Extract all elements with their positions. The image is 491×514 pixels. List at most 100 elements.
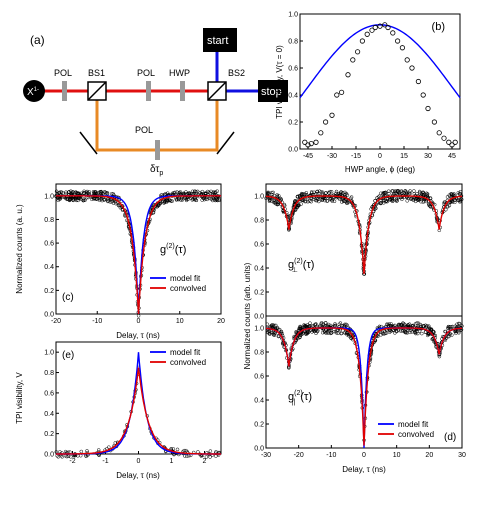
chart-d-bottom-point — [271, 331, 276, 335]
chart-d-top-conv-curve — [265, 195, 463, 275]
chart-e-point — [107, 445, 111, 449]
chart-c-point — [69, 191, 73, 196]
chart-d-top-point — [374, 206, 378, 211]
chart-d-bottom-point — [323, 329, 327, 333]
y-tick-label: 0.8 — [254, 218, 264, 225]
panel-b-label: (b) — [432, 21, 445, 33]
chart-d-bottom-point — [408, 328, 413, 333]
chart-d-bottom-point — [327, 328, 331, 333]
chart-d-bottom-point — [448, 331, 452, 336]
chart-d-bottom-point — [275, 326, 280, 330]
chart-d-bottom-point — [313, 322, 317, 327]
chart-d-bottom-conv-curve — [266, 327, 463, 446]
chart-d-bottom-point — [305, 323, 310, 327]
start-label: start — [207, 35, 228, 47]
legend-conv-label: convolved — [170, 358, 206, 367]
x-tick-label: 10 — [393, 452, 401, 459]
chart-d-top-point — [315, 192, 320, 196]
chart-d-top-point — [458, 191, 462, 196]
y-tick-label: 0.0 — [288, 147, 298, 154]
x-tick-label: 10 — [176, 318, 184, 325]
chart-d-bottom-point — [267, 331, 271, 336]
chart-c-point — [176, 197, 181, 201]
chart-b-point — [399, 45, 405, 51]
chart-e-point — [182, 448, 186, 453]
pol2-label: POL — [137, 68, 155, 78]
chart-d-bottom-point — [329, 331, 334, 335]
chart-d-top-point — [332, 199, 337, 204]
x-tick-label: -30 — [327, 153, 337, 160]
chart-b-point — [338, 89, 345, 95]
bs2-diagonal — [207, 81, 227, 101]
chart-d-bottom-point — [416, 321, 421, 326]
chart-d-bottom-point — [343, 331, 347, 335]
chart-d-bottom-point — [305, 330, 309, 335]
chart-e-point — [78, 453, 83, 458]
chart-e-point — [204, 455, 209, 459]
chart-d-top-point — [395, 198, 399, 203]
chart-b-point — [329, 112, 335, 118]
chart-c-annotation: g(2)(τ) — [160, 243, 186, 256]
chart-c-point — [106, 199, 110, 204]
chart-c-point — [105, 199, 110, 203]
chart-d-top-point — [293, 207, 298, 212]
chart-d-top-point — [304, 192, 309, 197]
chart-d-bottom-point — [344, 322, 348, 327]
chart-d-top-point — [419, 199, 423, 204]
chart-b-point — [359, 38, 365, 44]
polarizer-2 — [146, 81, 151, 101]
legend-fit-label: model fit — [170, 274, 201, 283]
x-tick-label: 1 — [170, 458, 174, 465]
chart-b-ylabel: TPI visibility, V(τ = 0) — [275, 45, 284, 119]
y-tick-label: 0.4 — [254, 266, 264, 273]
panel-a-label: (a) — [30, 33, 45, 47]
chart-d-bottom-point — [395, 329, 399, 334]
stop-label: stop — [261, 86, 282, 98]
chart-d-bottom-point — [389, 322, 393, 326]
x-tick-label: -15 — [351, 153, 361, 160]
chart-e-point — [214, 454, 218, 458]
beam-splitter-1 — [87, 81, 107, 101]
half-wave-plate — [180, 81, 185, 101]
chart-d-top-point — [448, 200, 453, 205]
chart-d-bottom-point — [445, 334, 450, 339]
chart-c-point — [194, 198, 198, 203]
chart-d-bottom-point — [431, 329, 436, 334]
chart-d-top-point — [299, 202, 303, 206]
bs1-diagonal — [87, 81, 107, 101]
chart-e-point — [69, 455, 73, 459]
chart-d-bottom-point — [269, 324, 274, 329]
chart-d-bottom-point — [302, 325, 307, 329]
chart-d-top-point — [394, 198, 399, 202]
x-tick-label: 20 — [217, 318, 225, 325]
chart-d-top-point — [399, 189, 404, 193]
chart-d-top-point — [349, 195, 354, 199]
chart-d-bottom-point — [437, 354, 442, 359]
chart-d-bottom-annotation: g(2) || (τ) — [288, 390, 312, 406]
chart-d-top-point — [341, 199, 346, 204]
chart-d-bottom-point — [446, 325, 450, 330]
chart-e-point — [208, 455, 212, 459]
chart-d-top-point — [304, 191, 309, 195]
chart-d-top-point — [295, 195, 300, 199]
chart-b-point — [394, 38, 401, 44]
chart-c-point — [73, 197, 78, 201]
chart-d-top-point — [387, 198, 392, 202]
chart-b-point — [369, 27, 375, 33]
legend-fit-label: model fit — [170, 348, 201, 357]
y-tick-label: 1.0 — [254, 194, 264, 201]
chart-c-point — [158, 201, 163, 206]
chart-c-point — [95, 197, 99, 202]
chart-d-top-point — [338, 192, 343, 197]
chart-d-bottom-point — [298, 324, 302, 329]
chart-b-point — [322, 119, 329, 125]
chart-b-point — [302, 139, 308, 145]
chart-d-bottom-point — [316, 328, 320, 333]
chart-d-bottom-point — [402, 329, 407, 334]
chart-d-top-point — [325, 199, 329, 203]
chart-d-top-point — [444, 207, 448, 212]
chart-d-top-point — [428, 196, 433, 201]
chart-d-top-point — [384, 199, 388, 204]
y-tick-label: 0.0 — [44, 312, 54, 319]
